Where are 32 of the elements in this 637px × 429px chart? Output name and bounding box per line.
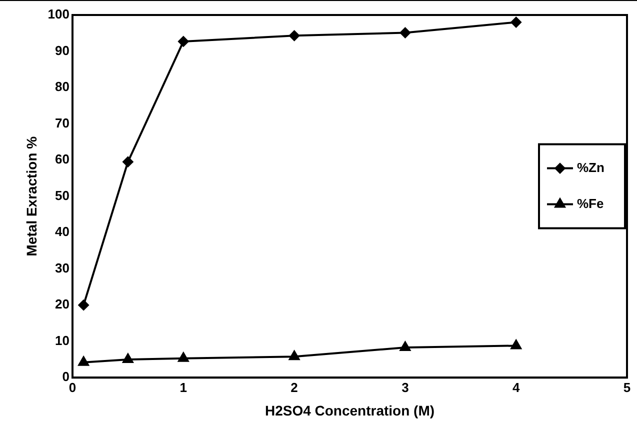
point <box>178 36 189 47</box>
y-tick-label: 0 <box>62 369 70 384</box>
point <box>78 300 90 311</box>
y-axis-title: Metal Exraction % <box>23 136 40 256</box>
x-tick-label: 2 <box>290 380 298 395</box>
point <box>510 339 522 350</box>
y-tick-label: 100 <box>48 6 70 22</box>
x-tick-label: 3 <box>402 380 409 395</box>
point <box>510 16 522 28</box>
y-tick-label: 50 <box>55 188 70 203</box>
legend-label: %Zn <box>577 160 604 175</box>
y-tick-label: 90 <box>55 42 70 58</box>
y-tick-label: 40 <box>55 224 70 240</box>
x-tick-label: 4 <box>512 380 520 395</box>
y-tick-label: 30 <box>55 260 70 276</box>
y-tick-label: 60 <box>55 152 70 167</box>
point <box>78 356 90 366</box>
y-tick-label: 70 <box>55 115 70 130</box>
y-tick-label: 20 <box>55 296 70 312</box>
point <box>122 352 134 363</box>
y-tick-label: 80 <box>55 79 70 94</box>
point <box>288 30 300 42</box>
x-tick-label: 5 <box>623 380 631 395</box>
x-tick-label: 1 <box>180 380 188 395</box>
point <box>122 156 134 168</box>
point <box>400 27 411 38</box>
point <box>400 341 411 352</box>
point <box>178 352 190 362</box>
point <box>288 350 300 360</box>
x-axis-title: H2SO4 Concentration (M) <box>264 402 435 418</box>
legend-label: %Fe <box>577 196 604 211</box>
y-tick-label: 10 <box>55 332 70 348</box>
